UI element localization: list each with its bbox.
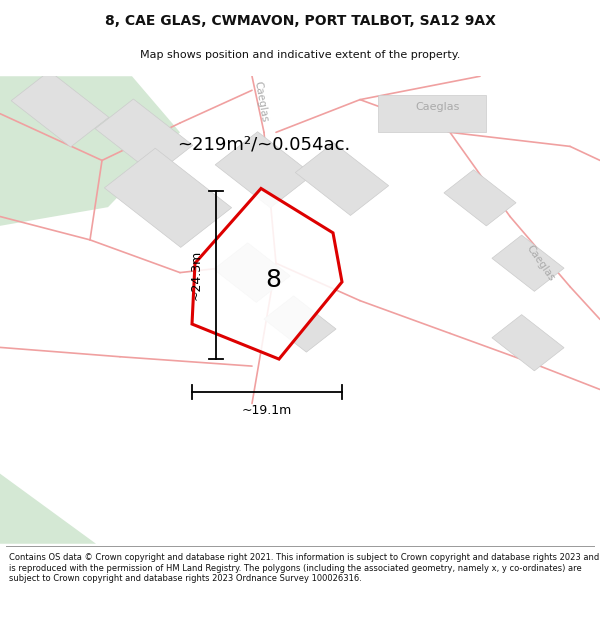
Text: Map shows position and indicative extent of the property.: Map shows position and indicative extent… bbox=[140, 50, 460, 60]
Polygon shape bbox=[214, 243, 290, 302]
Text: Contains OS data © Crown copyright and database right 2021. This information is : Contains OS data © Crown copyright and d… bbox=[9, 554, 599, 583]
Polygon shape bbox=[444, 170, 516, 226]
Text: ~24.3m: ~24.3m bbox=[190, 250, 203, 300]
Polygon shape bbox=[104, 148, 232, 248]
Text: Caeglas: Caeglas bbox=[416, 102, 460, 112]
Polygon shape bbox=[378, 95, 486, 132]
Polygon shape bbox=[95, 99, 193, 175]
Text: Caeglas: Caeglas bbox=[524, 243, 556, 283]
Text: 8, CAE GLAS, CWMAVON, PORT TALBOT, SA12 9AX: 8, CAE GLAS, CWMAVON, PORT TALBOT, SA12 … bbox=[104, 14, 496, 28]
Polygon shape bbox=[11, 71, 109, 147]
Polygon shape bbox=[492, 235, 564, 291]
Polygon shape bbox=[0, 474, 96, 544]
Polygon shape bbox=[0, 76, 180, 226]
Text: ~19.1m: ~19.1m bbox=[242, 404, 292, 416]
Polygon shape bbox=[192, 189, 342, 359]
Polygon shape bbox=[215, 132, 313, 208]
Text: ~219m²/~0.054ac.: ~219m²/~0.054ac. bbox=[178, 135, 350, 153]
Text: 8: 8 bbox=[265, 268, 281, 292]
Text: Caeglas: Caeglas bbox=[253, 81, 269, 123]
Polygon shape bbox=[264, 296, 336, 352]
Polygon shape bbox=[492, 314, 564, 371]
Polygon shape bbox=[295, 142, 389, 216]
